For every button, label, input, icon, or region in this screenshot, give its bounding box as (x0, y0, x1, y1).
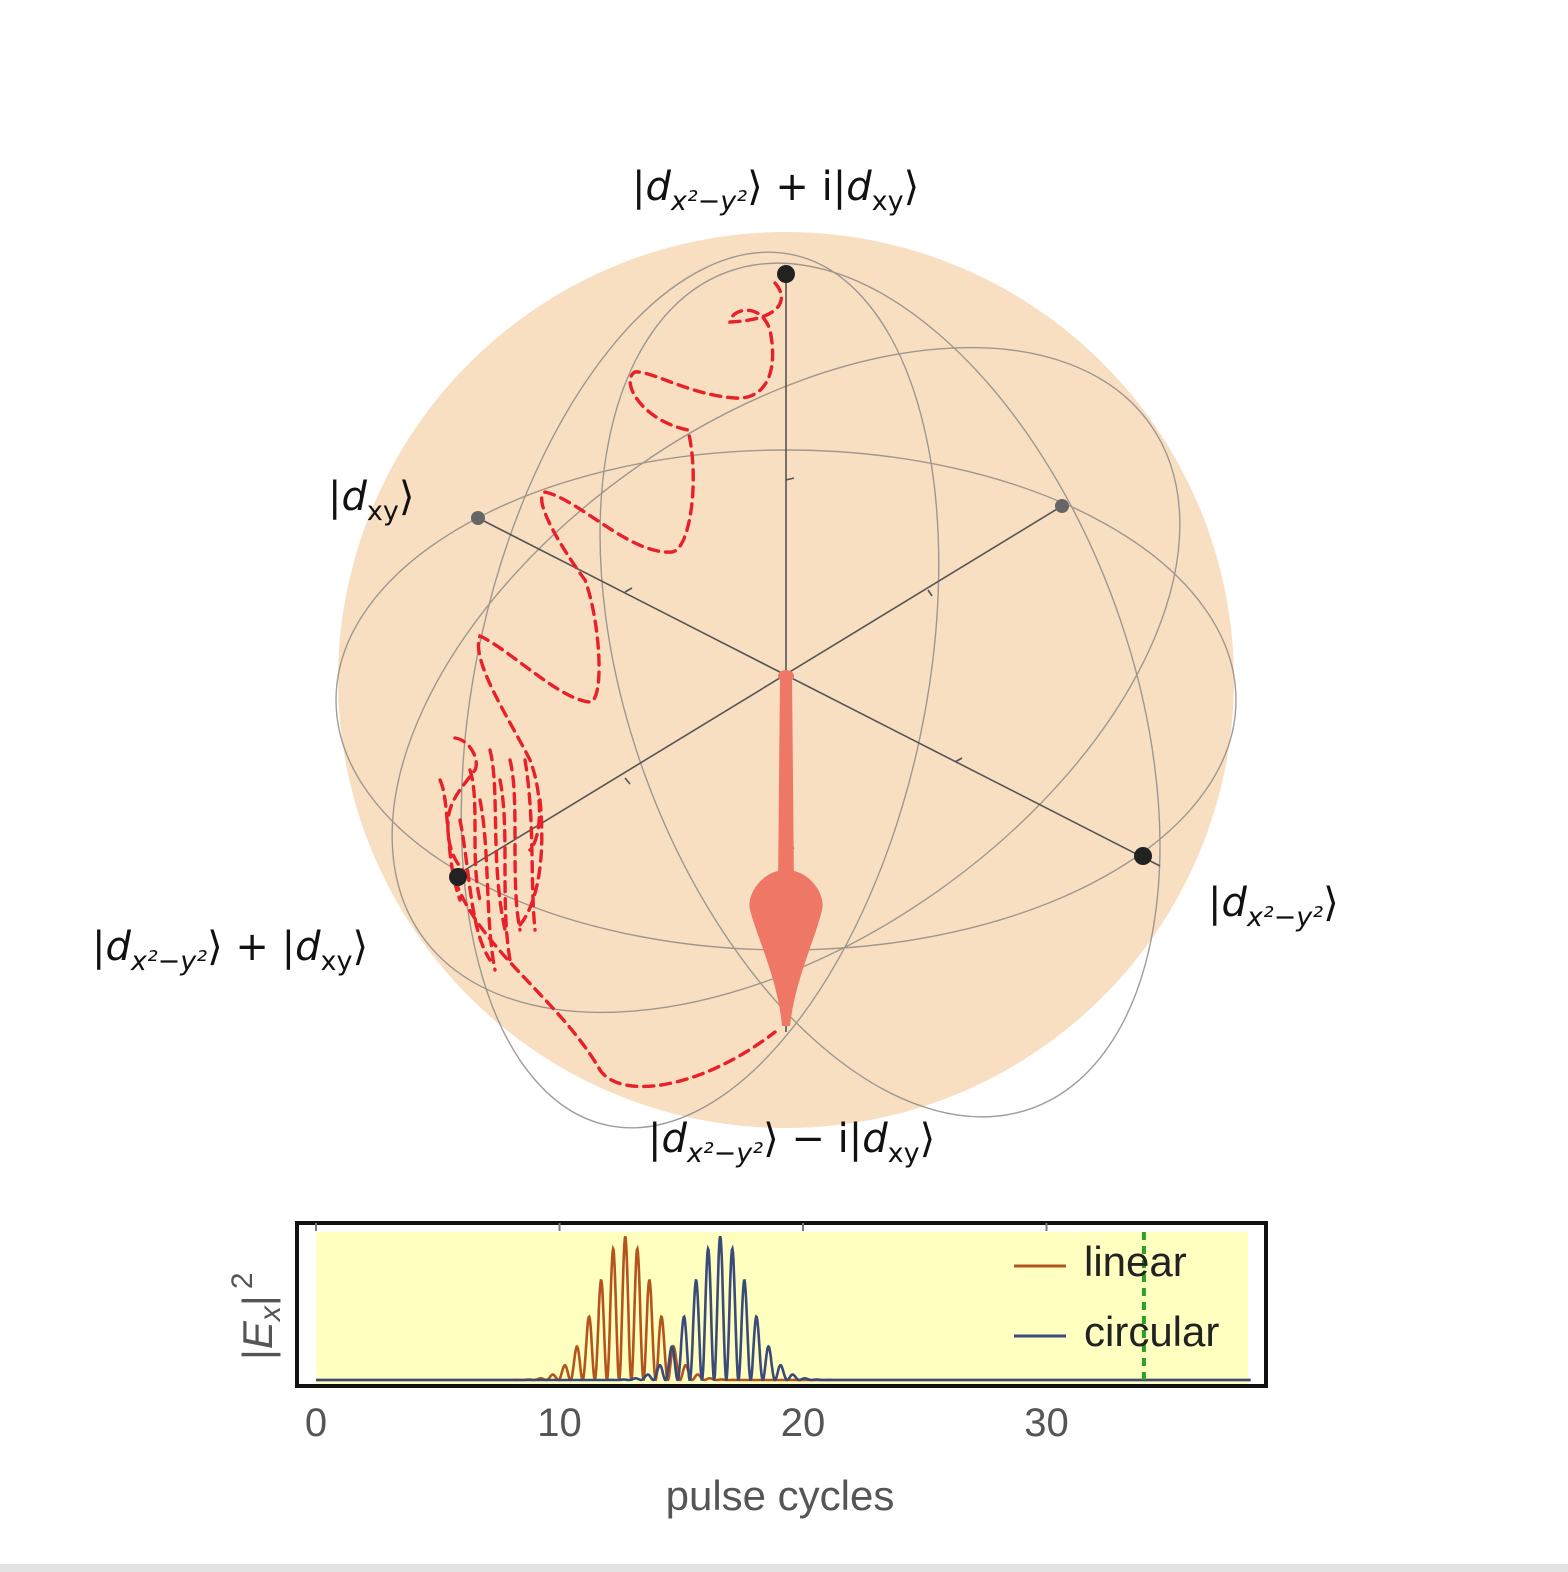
point-left (449, 868, 467, 886)
arrow-shaft (778, 676, 794, 890)
x-axis-label: pulse cycles (666, 1472, 895, 1519)
axis-tick (785, 477, 795, 481)
x-tick-label: 10 (537, 1401, 582, 1445)
legend: linear circular (1014, 1238, 1219, 1355)
great-circle-tilted (391, 346, 1181, 1014)
pulse-chart: 0 10 20 30 |Ex|2 pulse cycles linear circul… (226, 1221, 1268, 1519)
axis-tick (954, 757, 963, 763)
label-left: |dx²−y²⟩ + |dxy⟩ (92, 924, 368, 977)
axis-tick (624, 777, 631, 785)
x-tick-label: 0 (305, 1401, 327, 1445)
x-axis-ticks: 0 10 20 30 (305, 1223, 1069, 1445)
axis-left-to-upper-right (454, 505, 1063, 877)
meridian-circle-left (460, 251, 940, 1129)
y-axis-label: |Ex|2 (226, 1272, 287, 1360)
axis-tick (927, 589, 933, 597)
legend-label-circular: circular (1084, 1308, 1219, 1355)
label-top: |dx²−y²⟩ + i|dxy⟩ (632, 164, 919, 217)
bloch-sphere: |dx²−y²⟩ + i|dxy⟩ |dxy⟩ |dx²−y²⟩ + |dxy⟩… (92, 164, 1339, 1169)
label-right: |dx²−y²⟩ (1208, 880, 1339, 933)
bottom-bar (0, 1564, 1568, 1572)
arrow-base (778, 670, 794, 682)
series-layer (316, 1236, 1251, 1382)
meridian-circle-right (599, 262, 1161, 1118)
label-bottom: |dx²−y²⟩ − i|dxy⟩ (648, 1116, 935, 1169)
axis-tick (624, 587, 633, 593)
point-upper-right (1055, 499, 1069, 513)
point-dxy (471, 511, 485, 525)
arrow-head (749, 870, 823, 1026)
x-tick-label: 30 (1024, 1401, 1069, 1445)
state-trajectory (438, 281, 784, 1089)
point-top (777, 265, 795, 283)
x-tick-label: 20 (781, 1401, 826, 1445)
label-upper-left: |dxy⟩ (328, 474, 414, 527)
state-vector-arrow (749, 670, 823, 1026)
axis-dxy-to-dx2y2 (477, 517, 1161, 867)
state-points (449, 265, 1152, 886)
series-line-circular (316, 1236, 1251, 1382)
plot-background (316, 1232, 1248, 1384)
legend-label-linear: linear (1084, 1238, 1187, 1285)
point-right (1134, 847, 1152, 865)
plot-frame (295, 1221, 1268, 1388)
